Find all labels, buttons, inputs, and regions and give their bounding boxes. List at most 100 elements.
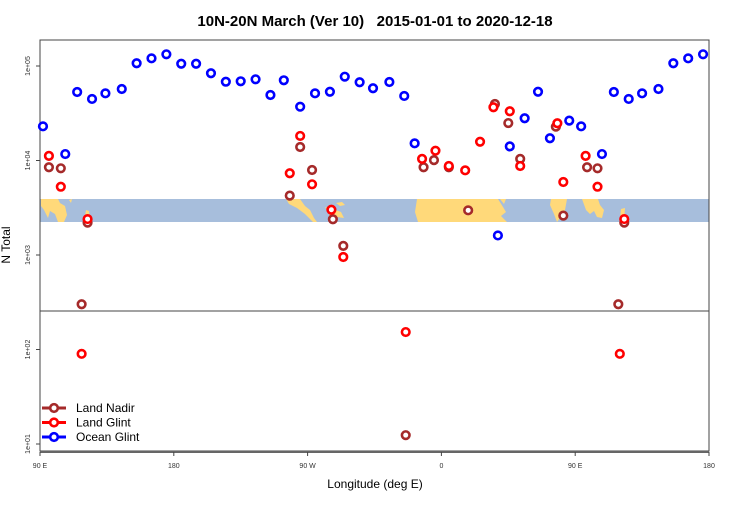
legend-label: Land Nadir	[76, 401, 135, 415]
x-tick-label: 90 W	[299, 463, 316, 470]
x-tick-label: 180	[168, 463, 180, 470]
ocean-glint-point	[86, 93, 98, 105]
ocean-glint-point	[278, 75, 289, 86]
land-nadir-point	[558, 210, 569, 221]
ocean-glint-point	[504, 141, 515, 152]
ocean-glint-point	[532, 86, 544, 97]
legend-item-land-nadir: Land Nadir	[42, 401, 135, 415]
legend-marker	[48, 431, 60, 443]
legend-item-land-glint: Land Glint	[42, 416, 131, 430]
land-nadir-point	[428, 154, 440, 166]
land-nadir-point	[613, 299, 624, 310]
x-tick-label: 0	[439, 463, 443, 470]
ocean-glint-point	[309, 88, 321, 99]
y-tick-label: 1e+04	[25, 151, 32, 171]
ocean-glint-point	[384, 76, 395, 88]
land-nadir-point	[284, 190, 295, 201]
ocean-glint-point	[324, 86, 336, 97]
ocean-glint-point	[596, 148, 608, 160]
ocean-glint-point	[60, 148, 71, 160]
ocean-glint-point	[564, 115, 575, 126]
x-tick-label: 90 E	[568, 463, 583, 470]
land-nadir-point	[43, 162, 55, 173]
land-glint-point	[552, 118, 563, 129]
legend-label: Land Glint	[76, 416, 131, 430]
ocean-glint-point	[367, 83, 379, 94]
data-points	[37, 49, 709, 441]
land-glint-point	[614, 348, 625, 359]
y-axis: 1e+01 1e+02 1e+03 1e+04 1e+05	[25, 56, 40, 454]
ocean-glint-point	[636, 88, 648, 99]
land-glint-point	[306, 179, 318, 190]
ocean-glint-point	[608, 86, 619, 98]
ocean-glint-point	[668, 58, 679, 69]
ocean-glint-point	[161, 49, 172, 60]
land-glint-point	[504, 106, 515, 117]
ocean-glint-point	[492, 230, 503, 241]
land-glint-point	[284, 168, 295, 179]
ocean-glint-point	[409, 138, 420, 149]
ocean-glint-point	[220, 76, 231, 87]
land-glint-point	[580, 150, 591, 161]
ocean-glint-point	[176, 58, 187, 69]
x-tick-label: 180	[703, 463, 715, 470]
land-nadir-point	[503, 117, 514, 129]
land-nadir-point	[306, 164, 318, 176]
legend-item-ocean-glint: Ocean Glint	[42, 430, 140, 444]
ocean-glint-point	[100, 88, 111, 99]
y-axis-label: N Total	[0, 226, 13, 263]
ocean-glint-point	[354, 77, 365, 88]
ocean-glint-point	[191, 58, 202, 69]
ocean-glint-point	[339, 71, 350, 82]
land-nadir-point	[76, 299, 87, 310]
land-nadir-point	[338, 240, 349, 251]
ocean-glint-point	[265, 89, 276, 101]
land-glint-point	[558, 176, 569, 188]
ocean-glint-point	[116, 83, 127, 95]
ocean-glint-point	[653, 83, 664, 95]
land-glint-point	[400, 326, 411, 338]
y-tick-label: 1e+03	[25, 245, 32, 265]
land-glint-point	[592, 181, 603, 192]
ocean-glint-point	[131, 58, 142, 69]
land-glint-point	[55, 181, 66, 192]
land-nadir-point	[463, 205, 474, 216]
ocean-glint-point	[250, 74, 261, 85]
x-tick-label: 90 E	[33, 463, 48, 470]
land-nadir-point	[295, 141, 306, 153]
land-glint-point	[295, 130, 306, 142]
land-glint-point	[43, 150, 55, 161]
ocean-glint-point	[399, 90, 410, 102]
ocean-glint-point	[576, 121, 587, 132]
land-nadir-point	[327, 214, 338, 225]
land-glint-point	[460, 165, 471, 176]
chart-title: 10N-20N March (Ver 10) 2015-01-01 to 202…	[197, 13, 552, 30]
land-nadir-point	[55, 163, 66, 174]
ocean-glint-point	[235, 76, 246, 87]
ocean-glint-point	[697, 49, 709, 60]
y-tick-label: 1e+01	[25, 434, 32, 454]
land-nadir-point	[592, 163, 603, 174]
continent-map-band	[40, 199, 709, 222]
land-glint-point	[82, 213, 93, 225]
legend-marker	[48, 402, 60, 414]
land-nadir-point	[400, 430, 411, 441]
ocean-glint-point	[683, 53, 694, 64]
ocean-glint-point	[519, 113, 530, 124]
x-axis-label: Longitude (deg E)	[327, 477, 422, 491]
land-glint-point	[76, 348, 87, 359]
ocean-glint-point	[205, 68, 217, 79]
land-glint-point	[338, 251, 349, 263]
ocean-glint-point	[72, 86, 83, 98]
plot-frame	[39, 39, 710, 452]
land-glint-point	[474, 136, 486, 147]
y-tick-label: 1e+02	[25, 340, 32, 360]
land-nadir-point	[581, 162, 593, 173]
ocean-glint-point	[295, 101, 306, 112]
legend-marker	[48, 417, 60, 428]
ocean-glint-point	[146, 53, 157, 64]
land-glint-point	[488, 102, 499, 113]
land-glint-point	[619, 213, 630, 225]
